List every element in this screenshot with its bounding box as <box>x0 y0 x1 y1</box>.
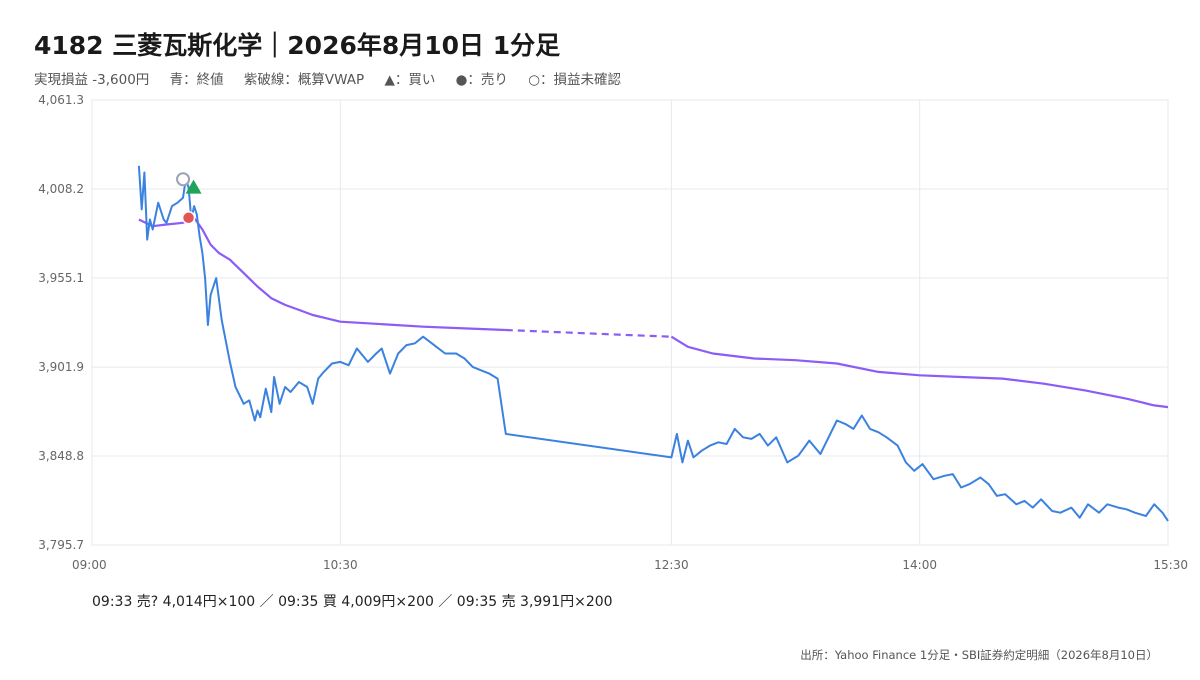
y-tick-label: 3,955.1 <box>38 271 84 285</box>
x-tick-label: 15:30 <box>1153 558 1188 572</box>
buy-marker <box>185 179 202 194</box>
marker-layer <box>176 172 202 225</box>
chart-subtitle: 実現損益 -3,600円 青：終値 紫破線：概算VWAP ▲：買い ●：売り ○… <box>34 68 637 88</box>
y-tick-label: 3,901.9 <box>38 360 84 374</box>
y-tick-label: 3,848.8 <box>38 449 84 463</box>
plot-frame <box>91 99 1169 546</box>
x-tick-label: 12:30 <box>654 558 689 572</box>
y-tick-label: 3,795.7 <box>38 538 84 552</box>
vwap-line <box>505 328 672 338</box>
legend-vwap: 紫破線：概算VWAP <box>243 72 365 88</box>
y-tick-label: 4,008.2 <box>38 182 84 196</box>
x-tick-label: 10:30 <box>323 558 358 572</box>
realized-pnl: 実現損益 -3,600円 <box>34 72 150 88</box>
sell-marker <box>181 211 196 225</box>
source-note: 出所：Yahoo Finance 1分足・SBI証券約定明細（2026年8月10… <box>800 648 1158 662</box>
x-tick-label: 14:00 <box>902 558 937 572</box>
vwap-line <box>138 216 506 332</box>
series-layer <box>137 165 1169 522</box>
vwap-line <box>670 335 1169 409</box>
legend-unconfirmed: ○：損益未確認 <box>528 72 621 88</box>
grid-layer <box>91 99 1169 546</box>
trade-summary: 09:33 売? 4,014円×100 ／ 09:35 買 4,009円×200… <box>92 594 613 610</box>
legend-buy: ▲：買い <box>384 72 436 88</box>
y-tick-label: 4,061.3 <box>38 93 84 107</box>
unconfirmed-marker <box>176 172 191 187</box>
x-tick-label: 09:00 <box>72 558 107 572</box>
legend-sell: ●：売り <box>455 72 508 88</box>
legend-close: 青：終値 <box>169 72 224 88</box>
page-title: 4182 三菱瓦斯化学｜2026年8月10日 1分足 <box>34 31 561 60</box>
axis-layer: 4,061.3 4,008.2 3,955.1 3,901.9 3,848.8 3,795… <box>38 93 1188 572</box>
close-price-line <box>137 165 1169 522</box>
